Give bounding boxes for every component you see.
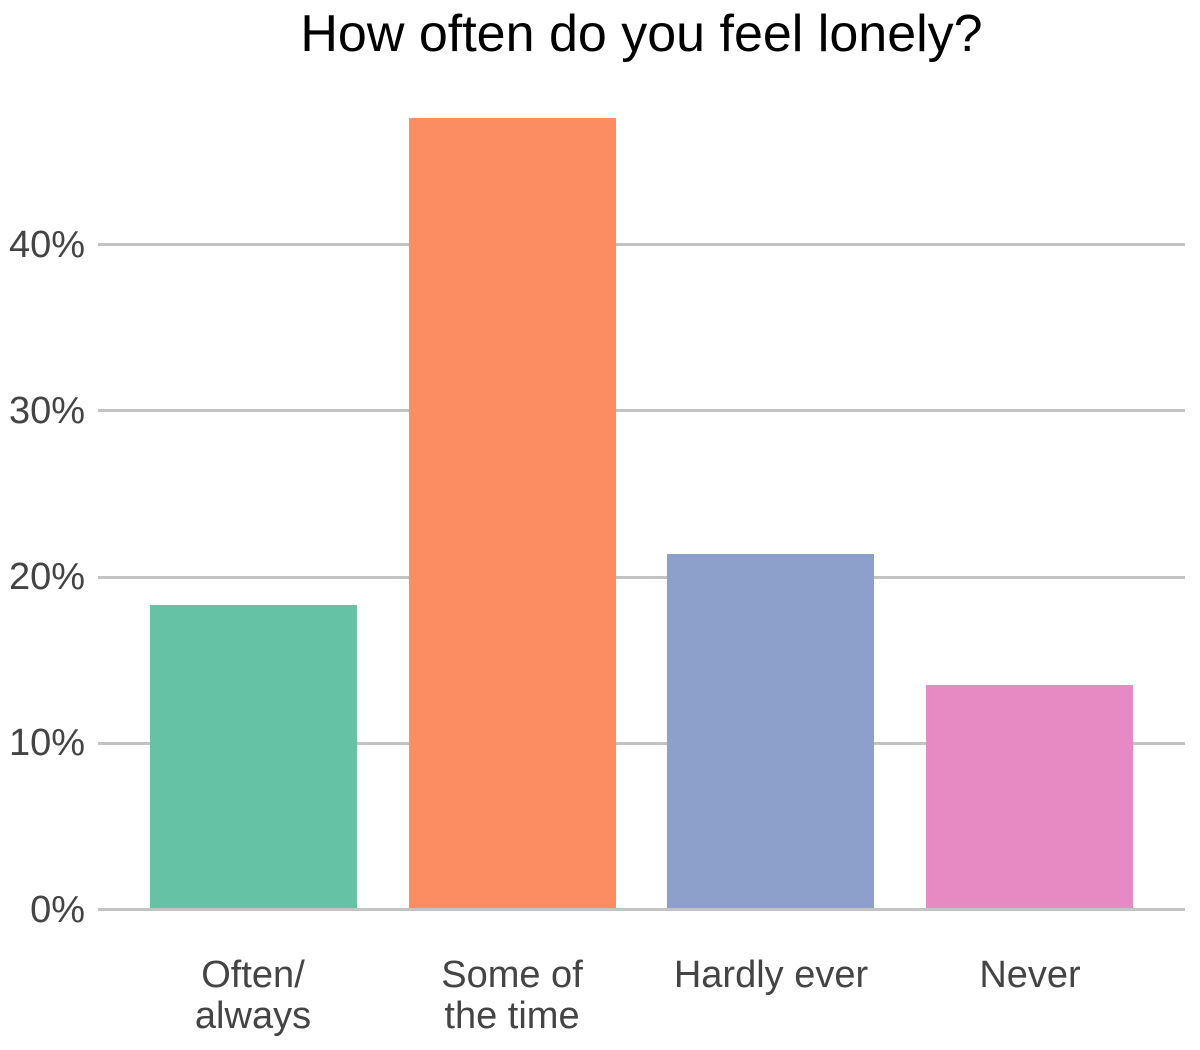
bar-never: [926, 685, 1133, 908]
chart-title: How often do you feel lonely?: [300, 5, 983, 63]
y-tick-label-40: 40%: [8, 223, 85, 266]
bar-often-always: [150, 605, 357, 908]
gridline-40: [98, 243, 1185, 246]
bar-some-of-the-time: [409, 118, 616, 908]
x-tick-label-never: Never: [979, 954, 1081, 996]
x-tick-label-hardly-ever: Hardly ever: [673, 954, 869, 996]
gridline-10: [98, 741, 1185, 745]
y-tick-label-10: 10%: [8, 722, 85, 765]
y-tick-label-0: 0%: [30, 888, 85, 931]
y-tick-label-20: 20%: [8, 556, 85, 598]
gridline-20: [98, 575, 1185, 579]
gridline-30: [98, 409, 1185, 413]
gridline-0: [98, 908, 1185, 911]
y-tick-label-30: 30%: [8, 389, 85, 432]
x-tick-label-some-of-the-time: Some of the time: [441, 954, 583, 1037]
bar-hardly-ever: [667, 553, 874, 908]
x-tick-label-often-always: Often/ always: [194, 954, 312, 1037]
